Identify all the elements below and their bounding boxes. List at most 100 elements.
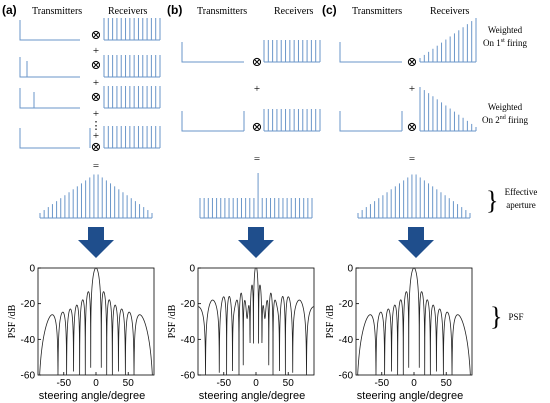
plot-frame — [197, 267, 315, 376]
panel-c-operator: ⊗ — [407, 54, 418, 69]
panel-a-operator: ⊗ — [91, 89, 102, 104]
effective-brace: } — [486, 186, 498, 215]
psf-curve — [198, 267, 314, 376]
panel-a-rx-3 — [103, 86, 161, 109]
x-tick-label: 0 — [93, 378, 99, 389]
psf-charts: -50 0 50 0 -20 -40 -60 PSF /dB steering angle/de… — [7, 264, 473, 402]
panel-b-transmitters-label: Transmitters — [197, 6, 247, 17]
y-tick-label: -60 — [21, 371, 36, 382]
psf-curve — [38, 267, 154, 376]
weighted-second-line1: Weighted — [488, 102, 523, 112]
panel-c-rx-1 — [419, 18, 477, 63]
side-labels: Weighted On 1st firing Weighted On 2nd f… — [482, 25, 537, 331]
panel-c-operator: = — [409, 153, 415, 165]
panel-b-schematic: ⊗ + ⊗ = — [181, 40, 321, 219]
weighted-first-line2: On 1st firing — [483, 38, 528, 48]
down-arrows — [78, 227, 434, 258]
x-tick-label: 0 — [411, 378, 417, 389]
effective-line1: Effective — [505, 187, 538, 197]
panel-a-operator: ⊗ — [91, 57, 102, 72]
panel-c-rx-2 — [419, 87, 477, 132]
x-tick-label: 0 — [253, 378, 259, 389]
panel-b-letter: (b) — [167, 3, 182, 17]
effective-line2: aperture — [506, 200, 535, 210]
panel-a-header: (a) Transmitters Receivers — [2, 3, 148, 17]
x-tick-label: -50 — [375, 378, 390, 389]
panel-a-receivers-label: Receivers — [108, 6, 148, 17]
y-tick-label: -40 — [181, 335, 196, 346]
panel-b-header: (b) Transmitters Receivers — [167, 3, 314, 17]
panel-a-letter: (a) — [2, 3, 17, 17]
panel-b-operator: ⊗ — [252, 119, 263, 134]
down-arrow-a — [78, 227, 114, 258]
panel-c-effective-aperture — [357, 174, 471, 219]
weighted-first-line1: Weighted — [488, 25, 523, 35]
panel-a-effective-aperture — [39, 174, 153, 219]
psf-chart-b: -50 0 50 0 -20 -40 -60 PSF /dB steering angle/de… — [167, 264, 315, 402]
down-arrow-c — [398, 227, 434, 258]
panel-a-tx-3 — [19, 88, 80, 109]
panel-b-tx-2 — [181, 111, 244, 132]
panel-b-operator: ⊗ — [252, 54, 263, 69]
y-tick-label: 0 — [29, 264, 35, 275]
panel-a-operator: ⊗ — [91, 139, 102, 154]
panel-a-operator: = — [93, 160, 99, 172]
panel-a-tx-2 — [19, 57, 80, 78]
psf-brace: } — [490, 302, 502, 331]
panel-a-operator: ⋮ — [91, 120, 102, 132]
panel-c-operator: + — [409, 83, 415, 95]
x-axis-label: steering angle/degree — [357, 390, 463, 402]
panel-a-operator: + — [93, 45, 99, 57]
panel-c-tx-1 — [339, 42, 402, 63]
panel-c-letter: (c) — [322, 3, 337, 17]
panel-a-schematic: ⊗+⊗+⊗+⋮+⊗= — [19, 18, 161, 219]
x-tick-label: 50 — [441, 378, 453, 389]
panel-a-rx-4 — [103, 126, 161, 149]
y-tick-label: -20 — [339, 299, 354, 310]
y-axis-label: PSF /dB — [325, 304, 336, 338]
panel-a-operator: ⊗ — [91, 27, 102, 42]
panel-c-transmitters-label: Transmitters — [352, 6, 402, 17]
panel-b-operator: = — [254, 153, 260, 165]
panel-c-receivers-label: Receivers — [430, 6, 470, 17]
y-tick-label: -40 — [21, 335, 36, 346]
panel-a-tx-1 — [19, 20, 80, 41]
y-tick-label: 0 — [189, 264, 195, 275]
y-tick-label: -20 — [181, 299, 196, 310]
x-tick-label: -50 — [57, 378, 72, 389]
y-axis-label: PSF /dB — [167, 304, 178, 338]
y-tick-label: -40 — [339, 335, 354, 346]
panel-b-operator: + — [254, 83, 260, 95]
panel-b-effective-aperture — [199, 173, 313, 219]
panel-a-rx-2 — [103, 55, 161, 78]
x-tick-label: 50 — [123, 378, 135, 389]
y-tick-label: -60 — [339, 371, 354, 382]
y-tick-label: -60 — [181, 371, 196, 382]
psf-chart-c: -50 0 50 0 -20 -40 -60 PSF /dB steering angle/de… — [325, 264, 473, 402]
psf-chart-a: -50 0 50 0 -20 -40 -60 PSF /dB steering angle/de… — [7, 264, 155, 402]
panel-b-rx-1 — [263, 40, 321, 63]
panel-a-tx-4 — [19, 128, 80, 149]
panel-a-operator: + — [93, 108, 99, 120]
panel-b-tx-1 — [181, 42, 244, 63]
panel-a-operator: + — [93, 130, 99, 142]
y-tick-label: -20 — [21, 299, 36, 310]
panel-c-schematic: ⊗ + ⊗ = — [339, 18, 477, 219]
aperture-schematics: ⊗+⊗+⊗+⋮+⊗=⊗+⊗=⊗+⊗= — [19, 18, 477, 219]
x-tick-label: 50 — [283, 378, 295, 389]
y-axis-label: PSF /dB — [7, 304, 18, 338]
panel-a-transmitters-label: Transmitters — [32, 6, 82, 17]
x-axis-label: steering angle/degree — [199, 390, 305, 402]
psf-side-label: PSF — [508, 312, 523, 322]
x-axis-label: steering angle/degree — [39, 390, 145, 402]
panel-a-operator: + — [93, 77, 99, 89]
psf-curve — [356, 267, 472, 376]
x-tick-label: -50 — [217, 378, 232, 389]
panel-c-header: (c) Transmitters Receivers — [322, 3, 470, 17]
y-tick-label: 0 — [347, 264, 353, 275]
down-arrow-b — [238, 227, 274, 258]
panel-b-receivers-label: Receivers — [274, 6, 314, 17]
panel-c-tx-2 — [339, 111, 402, 132]
panel-c-operator: ⊗ — [407, 119, 418, 134]
